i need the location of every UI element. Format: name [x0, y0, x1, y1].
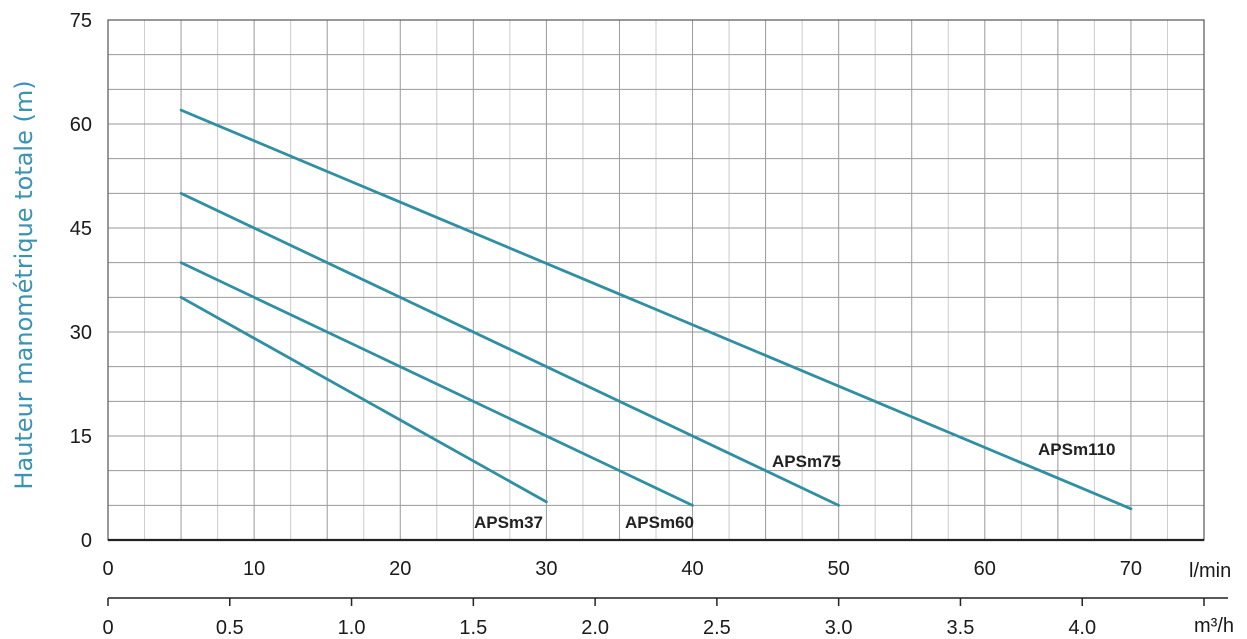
x2-tick-label: 3.0	[825, 617, 853, 639]
y-tick-label: 30	[70, 322, 92, 344]
grid	[107, 19, 1205, 541]
x2-tick-label: 3.5	[947, 617, 975, 639]
series-line-apsm37	[179, 295, 548, 504]
x-tick-label: 20	[389, 558, 411, 580]
y-tick-label: 60	[70, 114, 92, 136]
x-tick-label: 30	[535, 558, 557, 580]
x2-unit-label: m³/h	[1194, 615, 1234, 637]
x2-tick-label: 1.0	[338, 617, 366, 639]
series-label-apsm75: APSm75	[772, 452, 841, 471]
x-tick-label: 70	[1120, 558, 1142, 580]
y-axis-label: Hauteur manométrique totale (m)	[10, 80, 38, 489]
x2-tick-label: 1.5	[459, 617, 487, 639]
axes	[107, 19, 1228, 606]
x-tick-label: 40	[681, 558, 703, 580]
series-label-apsm60: APSm60	[625, 513, 694, 532]
x2-tick-label: 4.0	[1068, 617, 1096, 639]
y-tick-label: 15	[70, 426, 92, 448]
x-tick-label: 0	[102, 558, 113, 580]
y-tick-label: 75	[70, 10, 92, 32]
x2-tick-label: 0.5	[216, 617, 244, 639]
x-tick-label: 60	[974, 558, 996, 580]
x-tick-label: 50	[828, 558, 850, 580]
x2-tick-label: 2.0	[581, 617, 609, 639]
x2-tick-label: 0	[102, 617, 113, 639]
series-label-apsm110: APSm110	[1038, 440, 1116, 459]
labels-group: 0 15 30 45 60 75 0 10 20 30 40 50 60 70 l/min 0 0.5 1.0 1.…	[10, 10, 1234, 639]
series-line-apsm75	[179, 191, 841, 507]
y-tick-label: 45	[70, 218, 92, 240]
x-unit-label: l/min	[1189, 560, 1231, 582]
series-group	[179, 108, 1133, 511]
series-line-apsm110	[179, 108, 1133, 511]
series-line-apsm60	[179, 261, 694, 507]
series-label-apsm37: APSm37	[474, 513, 543, 532]
y-tick-label: 0	[81, 530, 92, 552]
x-tick-label: 10	[243, 558, 265, 580]
x2-tick-label: 2.5	[703, 617, 731, 639]
